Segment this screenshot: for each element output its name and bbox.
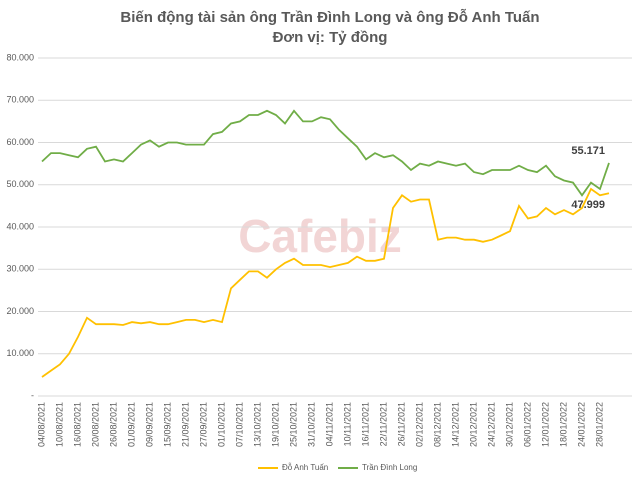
y-tick-label: 30.000	[6, 264, 34, 274]
x-tick-label: 20/08/2021	[90, 402, 100, 447]
x-tick-label: 01/10/2021	[216, 402, 226, 447]
y-tick-label: -	[31, 390, 34, 400]
legend-label: Đỗ Anh Tuấn	[282, 463, 328, 472]
y-tick-label: 40.000	[6, 221, 34, 231]
x-tick-label: 07/10/2021	[234, 402, 244, 447]
x-tick-label: 28/01/2022	[594, 402, 604, 447]
x-tick-label: 12/01/2022	[540, 402, 550, 447]
y-tick-label: 20.000	[6, 306, 34, 316]
chart-subtitle: Đơn vị: Tỷ đồng	[273, 29, 388, 46]
series-line	[41, 187, 610, 378]
x-tick-label: 16/11/2021	[360, 402, 370, 446]
x-tick-label: 25/10/2021	[288, 402, 298, 447]
x-tick-label: 02/12/2021	[414, 402, 424, 447]
x-tick-label: 31/10/2021	[306, 402, 316, 447]
x-tick-label: 06/01/2022	[522, 402, 532, 447]
x-tick-label: 26/11/2021	[396, 402, 406, 446]
x-tick-label: 30/12/2021	[504, 402, 514, 447]
x-tick-label: 24/01/2022	[576, 402, 586, 447]
x-tick-label: 27/09/2021	[198, 402, 208, 447]
x-tick-label: 13/10/2021	[252, 402, 262, 447]
x-tick-label: 14/12/2021	[450, 402, 460, 447]
x-tick-label: 09/09/2021	[144, 402, 154, 447]
x-tick-label: 20/12/2021	[468, 402, 478, 447]
watermark: Cafebiz	[238, 210, 402, 262]
chart-title: Biến động tài sản ông Trần Đình Long và …	[120, 9, 539, 26]
x-tick-label: 18/01/2022	[558, 402, 568, 447]
series-line	[41, 109, 610, 197]
x-tick-label: 10/11/2021	[342, 402, 352, 446]
x-tick-label: 19/10/2021	[270, 402, 280, 447]
x-tick-label: 15/09/2021	[162, 402, 172, 447]
data-label: 47.999	[571, 199, 605, 211]
x-tick-label: 22/11/2021	[378, 402, 388, 446]
y-tick-label: 80.000	[6, 52, 34, 62]
x-tick-label: 10/08/2021	[54, 402, 64, 447]
y-tick-label: 10.000	[6, 348, 34, 358]
y-tick-label: 50.000	[6, 179, 34, 189]
y-tick-label: 60.000	[6, 137, 34, 147]
x-tick-label: 24/12/2021	[486, 402, 496, 447]
y-tick-label: 70.000	[6, 95, 34, 105]
x-tick-label: 04/11/2021	[324, 402, 334, 446]
x-tick-label: 08/12/2021	[432, 402, 442, 447]
x-tick-label: 21/09/2021	[180, 402, 190, 447]
legend-label: Trần Đình Long	[362, 463, 417, 472]
x-tick-label: 26/08/2021	[108, 402, 118, 447]
x-tick-label: 01/09/2021	[126, 402, 136, 447]
x-tick-label: 04/08/2021	[36, 402, 46, 447]
x-tick-label: 16/08/2021	[72, 402, 82, 447]
data-label: 55.171	[571, 145, 605, 157]
